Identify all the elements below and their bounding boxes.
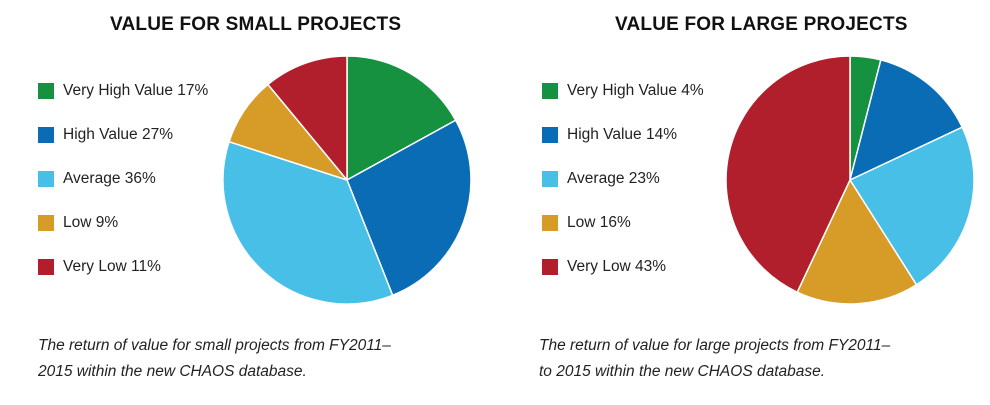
- legend-label: Average 23%: [567, 170, 660, 187]
- legend-swatch: [38, 215, 54, 231]
- legend-swatch: [542, 259, 558, 275]
- chart-title: VALUE FOR LARGE PROJECTS: [615, 14, 908, 35]
- legend-swatch: [542, 215, 558, 231]
- legend-swatch: [38, 83, 54, 99]
- legend-label: Low 9%: [63, 214, 119, 231]
- legend-label: Very High Value 17%: [63, 82, 209, 99]
- pie-chart: [222, 55, 472, 305]
- legend-item-high: High Value 14%: [542, 113, 704, 157]
- legend-swatch: [38, 171, 54, 187]
- pie-slice-average: [222, 140, 394, 305]
- legend-label: Average 36%: [63, 170, 156, 187]
- caption-line: to 2015 within the new CHAOS database.: [539, 363, 826, 380]
- legend-item-low: Low 16%: [542, 201, 704, 245]
- legend-label: Very Low 11%: [63, 258, 161, 275]
- chart-caption: The return of value for small projects f…: [38, 333, 498, 385]
- pie-slice-average: [849, 126, 975, 286]
- legend-item-very-high: Very High Value 17%: [38, 69, 208, 113]
- pie-slice-high: [849, 59, 963, 181]
- pie-slice-very-high: [346, 55, 457, 181]
- caption-line: The return of value for large projects f…: [539, 337, 891, 354]
- pie-chart: [725, 55, 975, 305]
- legend-swatch: [38, 259, 54, 275]
- legend-item-very-low: Very Low 11%: [38, 245, 208, 289]
- chart-title: VALUE FOR SMALL PROJECTS: [110, 14, 402, 35]
- legend-swatch: [38, 127, 54, 143]
- legend-item-very-high: Very High Value 4%: [542, 69, 704, 113]
- chart-caption: The return of value for large projects f…: [539, 333, 990, 385]
- legend-item-low: Low 9%: [38, 201, 208, 245]
- legend-label: High Value 14%: [567, 126, 678, 143]
- pie-slice-very-low: [725, 55, 851, 293]
- legend-item-average: Average 36%: [38, 157, 208, 201]
- legend-label: Very High Value 4%: [567, 82, 704, 99]
- pie-slice-low: [796, 179, 918, 305]
- legend-item-average: Average 23%: [542, 157, 704, 201]
- legend: Very High Value 4% High Value 14% Averag…: [542, 69, 704, 289]
- pie-slice-high: [346, 119, 472, 297]
- legend-swatch: [542, 83, 558, 99]
- legend-label: Very Low 43%: [567, 258, 667, 275]
- large-projects-panel: VALUE FOR LARGE PROJECTS Very High Value…: [495, 0, 990, 405]
- legend-label: Low 16%: [567, 214, 631, 231]
- legend-item-very-low: Very Low 43%: [542, 245, 704, 289]
- legend-item-high: High Value 27%: [38, 113, 208, 157]
- legend-label: High Value 27%: [63, 126, 174, 143]
- legend-swatch: [542, 171, 558, 187]
- small-projects-panel: VALUE FOR SMALL PROJECTS Very High Value…: [38, 14, 498, 385]
- caption-line: The return of value for small projects f…: [38, 337, 391, 354]
- pie-slice-very-low: [267, 55, 348, 181]
- legend: Very High Value 17% High Value 27% Avera…: [38, 69, 208, 289]
- caption-line: 2015 within the new CHAOS database.: [38, 363, 307, 380]
- legend-swatch: [542, 127, 558, 143]
